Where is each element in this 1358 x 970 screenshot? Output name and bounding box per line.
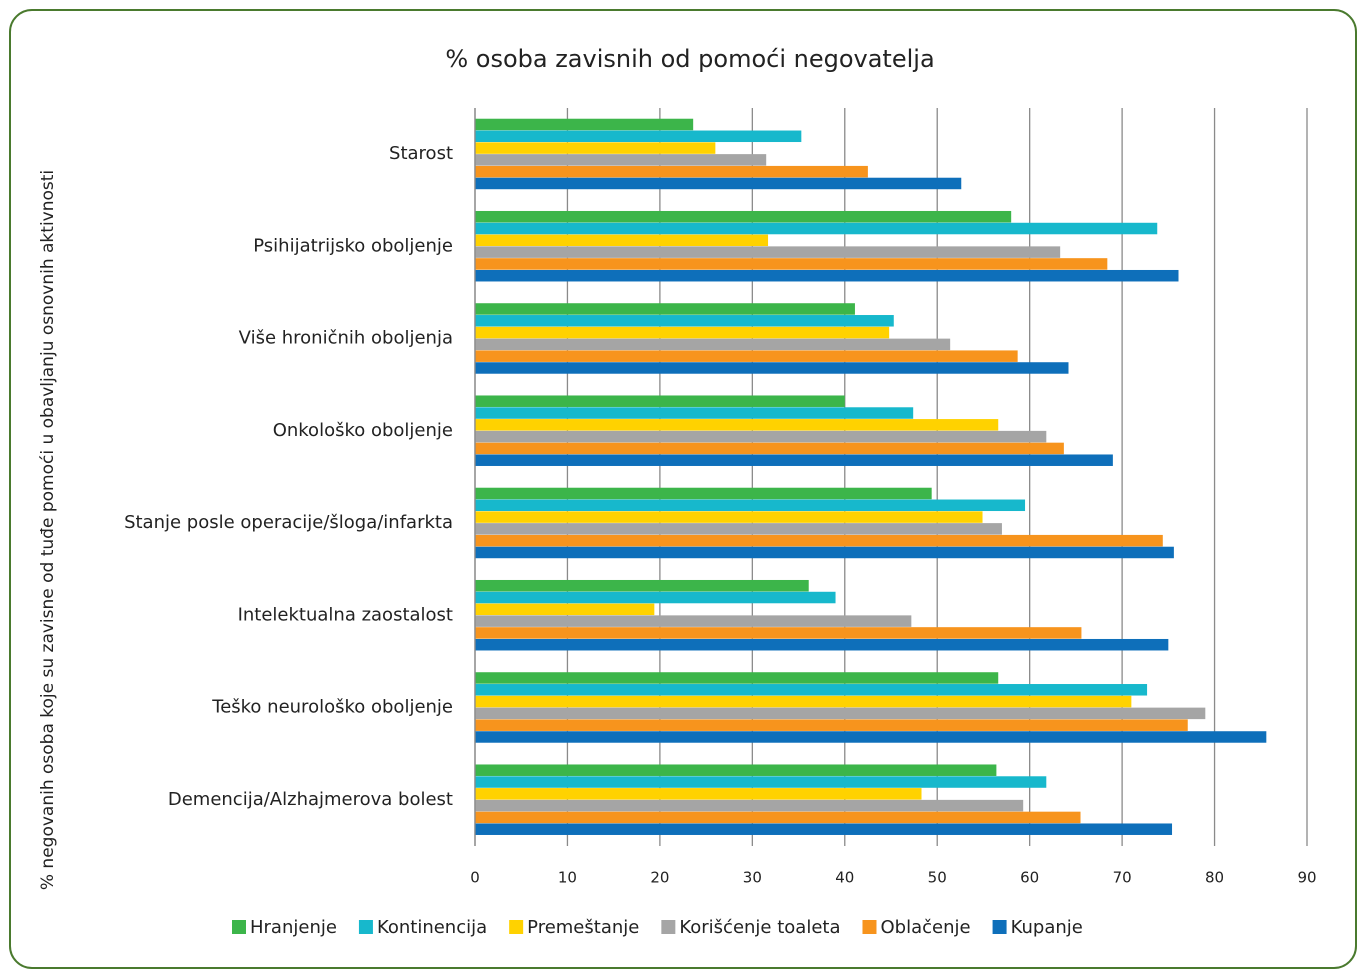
bar xyxy=(475,234,769,247)
bar xyxy=(475,177,962,190)
bar xyxy=(475,487,932,500)
bar xyxy=(475,811,1081,824)
bar xyxy=(475,442,1064,455)
bar xyxy=(475,142,716,154)
legend-label: Kontinencija xyxy=(377,917,487,938)
bar xyxy=(475,672,999,684)
bar xyxy=(475,591,836,604)
x-tick-label: 40 xyxy=(835,869,854,887)
bar xyxy=(475,362,1069,374)
bar xyxy=(475,454,1113,466)
bar xyxy=(475,430,1047,443)
legend-swatch xyxy=(992,920,1007,934)
y-tick-label: Demencija/Alzhajmerova bolest xyxy=(168,789,453,810)
bar xyxy=(475,246,1061,258)
y-tick-label: Stanje posle operacije/šloga/infarkta xyxy=(124,512,453,533)
bar xyxy=(475,788,922,800)
bar xyxy=(475,269,1179,282)
bar xyxy=(475,764,997,776)
chart-title: % osoba zavisnih od pomoći negovatelja xyxy=(445,45,934,73)
bar xyxy=(475,719,1188,731)
bar xyxy=(475,222,1158,235)
bar xyxy=(475,303,855,315)
legend-label: Kupanje xyxy=(1011,917,1083,938)
x-tick-label: 20 xyxy=(650,869,669,887)
bar xyxy=(475,511,983,523)
bar xyxy=(475,546,1174,559)
legend-swatch xyxy=(358,920,373,934)
y-tick-label: Starost xyxy=(389,143,453,164)
legend-swatch xyxy=(862,920,877,934)
bar xyxy=(475,534,1163,547)
y-tick-label: Više hroničnih oboljenja xyxy=(239,328,453,349)
y-tick-label: Onkološko oboljenje xyxy=(273,420,453,441)
bar xyxy=(475,130,802,143)
y-axis-label: % negovanih osoba koje su zavisne od tuđ… xyxy=(38,170,58,890)
bar xyxy=(475,627,1082,639)
bar xyxy=(475,615,912,627)
y-tick-label: Intelektualna zaostalost xyxy=(238,604,453,625)
bar xyxy=(475,165,868,178)
legend-label: Oblačenje xyxy=(880,917,970,938)
bar xyxy=(475,603,655,616)
bar xyxy=(475,407,914,419)
bar xyxy=(475,638,1169,651)
bar xyxy=(475,579,809,592)
bar xyxy=(475,154,767,166)
bar xyxy=(475,776,1047,788)
legend-swatch xyxy=(509,920,524,934)
bar xyxy=(475,823,1173,835)
y-tick-label: Psihijatrijsko oboljenje xyxy=(253,235,453,256)
bar xyxy=(475,799,1024,812)
bar xyxy=(475,523,1002,535)
x-tick-label: 10 xyxy=(558,869,577,887)
bar xyxy=(475,695,1132,708)
bar xyxy=(475,395,845,407)
bar xyxy=(475,499,1026,512)
x-tick-label: 70 xyxy=(1113,869,1132,887)
legend-swatch xyxy=(661,920,676,934)
x-tick-label: 0 xyxy=(470,869,480,887)
bar xyxy=(475,315,894,327)
bar xyxy=(475,326,890,339)
bar xyxy=(475,350,1018,362)
x-tick-label: 80 xyxy=(1205,869,1224,887)
bar xyxy=(475,258,1108,270)
bar xyxy=(475,118,694,131)
bar xyxy=(475,731,1267,743)
legend-swatch xyxy=(232,920,246,934)
x-tick-label: 90 xyxy=(1297,869,1316,887)
x-tick-label: 60 xyxy=(1020,869,1039,887)
bar xyxy=(475,707,1206,720)
legend-label: Premeštanje xyxy=(527,917,639,938)
x-tick-label: 50 xyxy=(928,869,947,887)
y-tick-label: Teško neurološko oboljenje xyxy=(211,697,453,718)
bar xyxy=(475,210,1012,223)
x-tick-label: 30 xyxy=(743,869,762,887)
bar xyxy=(475,338,951,351)
bar xyxy=(475,419,999,431)
legend-label: Korišćenje toaleta xyxy=(679,917,840,938)
bar xyxy=(475,684,1148,696)
legend-label: Hranjenje xyxy=(250,917,337,938)
